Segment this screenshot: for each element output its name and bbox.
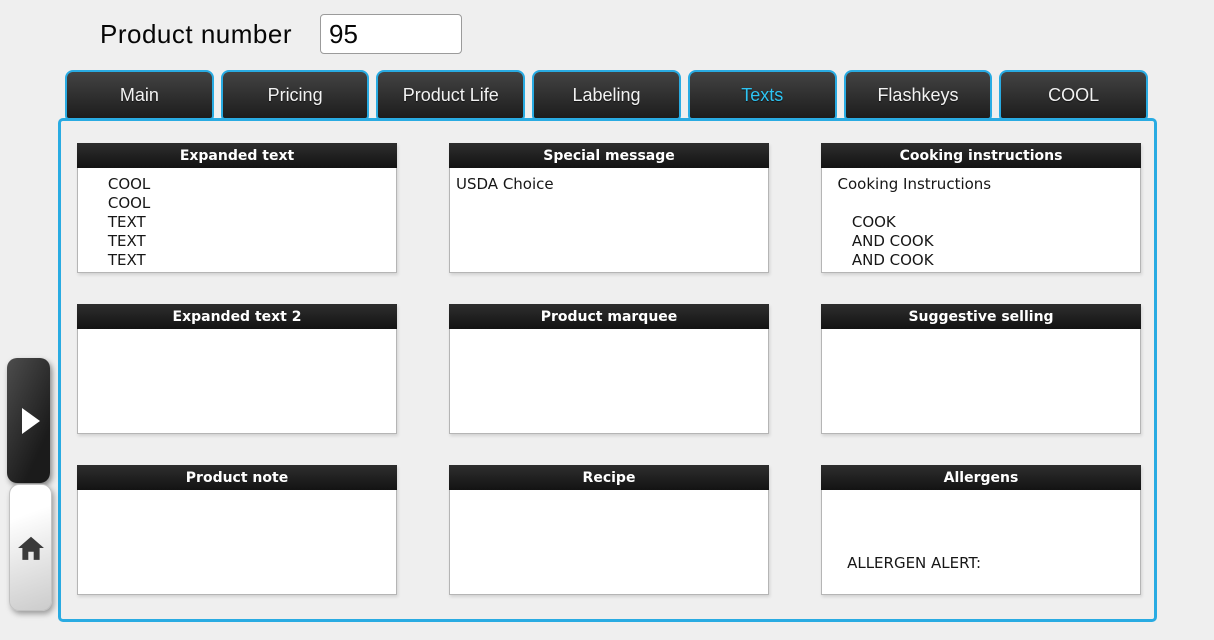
home-button[interactable] xyxy=(9,484,52,611)
text-box-allergens: Allergens ALLERGEN ALERT: xyxy=(821,465,1141,595)
text-box-expanded-text: Expanded text COOL COOL TEXT TEXT TEXT xyxy=(77,143,397,273)
text-box-title: Special message xyxy=(449,143,769,168)
product-note-field[interactable] xyxy=(77,490,397,595)
allergens-field[interactable]: ALLERGEN ALERT: xyxy=(821,490,1141,595)
right-arrow-icon xyxy=(22,407,40,434)
tab-pricing[interactable]: Pricing xyxy=(220,70,370,120)
tab-bar: Main Pricing Product Life Labeling Texts… xyxy=(65,70,1149,120)
expanded-text-field[interactable]: COOL COOL TEXT TEXT TEXT xyxy=(77,168,397,273)
slide-out-panel-handle[interactable] xyxy=(7,358,50,483)
tab-product-life[interactable]: Product Life xyxy=(376,70,526,120)
text-box-cooking-instructions: Cooking instructions Cooking Instruction… xyxy=(821,143,1141,273)
text-box-suggestive-selling: Suggestive selling xyxy=(821,304,1141,434)
tab-texts[interactable]: Texts xyxy=(687,70,837,120)
product-number-label: Product number xyxy=(100,19,292,49)
text-box-title: Suggestive selling xyxy=(821,304,1141,329)
tab-labeling[interactable]: Labeling xyxy=(532,70,681,120)
product-number-input[interactable] xyxy=(320,14,462,54)
tab-main[interactable]: Main xyxy=(65,70,214,120)
tab-cool[interactable]: COOL xyxy=(999,70,1149,120)
suggestive-selling-field[interactable] xyxy=(821,329,1141,434)
cooking-instructions-field[interactable]: Cooking Instructions COOK AND COOK AND C… xyxy=(821,168,1141,273)
recipe-field[interactable] xyxy=(449,490,769,595)
home-icon xyxy=(17,536,44,560)
text-box-special-message: Special message USDA Choice xyxy=(449,143,769,273)
text-box-title: Expanded text 2 xyxy=(77,304,397,329)
special-message-field[interactable]: USDA Choice xyxy=(449,168,769,273)
texts-tab-panel: Expanded text COOL COOL TEXT TEXT TEXT S… xyxy=(58,118,1157,622)
text-box-title: Expanded text xyxy=(77,143,397,168)
text-box-title: Product note xyxy=(77,465,397,490)
tab-flashkeys[interactable]: Flashkeys xyxy=(843,70,993,120)
product-marquee-field[interactable] xyxy=(449,329,769,434)
text-box-recipe: Recipe xyxy=(449,465,769,595)
text-box-product-marquee: Product marquee xyxy=(449,304,769,434)
text-box-grid: Expanded text COOL COOL TEXT TEXT TEXT S… xyxy=(61,121,1154,619)
expanded-text-2-field[interactable] xyxy=(77,329,397,434)
text-box-title: Recipe xyxy=(449,465,769,490)
text-box-title: Allergens xyxy=(821,465,1141,490)
text-box-title: Product marquee xyxy=(449,304,769,329)
text-box-expanded-text-2: Expanded text 2 xyxy=(77,304,397,434)
text-box-title: Cooking instructions xyxy=(821,143,1141,168)
text-box-product-note: Product note xyxy=(77,465,397,595)
